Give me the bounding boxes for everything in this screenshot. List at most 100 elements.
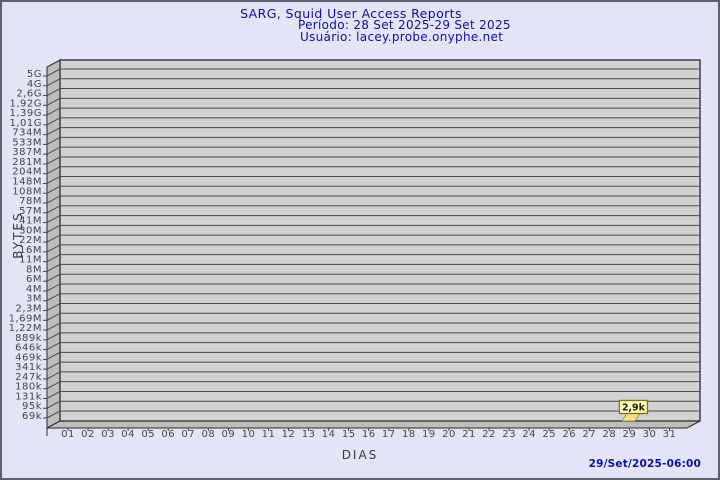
grid-line-wall <box>46 410 61 419</box>
y-tick-label: 131k <box>15 391 42 402</box>
grid-line-wall <box>46 136 61 145</box>
x-tick-label: 24 <box>522 429 536 440</box>
grid-line-wall <box>46 263 61 272</box>
grid-line-wall <box>46 68 61 77</box>
y-tick-label: 646k <box>15 343 42 354</box>
x-tick-label: 21 <box>462 429 476 440</box>
y-tick-label: 889k <box>15 333 42 344</box>
x-tick-label: 05 <box>141 429 155 440</box>
y-tick-label: 11M <box>19 255 42 266</box>
grid-line-wall <box>46 322 61 331</box>
y-tick-label: 247k <box>15 372 42 383</box>
report-user: Usuário: lacey.probe.onyphe.net <box>300 30 504 44</box>
y-tick-label: 387M <box>12 147 42 158</box>
bar-value-label: 2,9k <box>622 403 646 414</box>
grid-line-wall <box>46 273 61 282</box>
x-tick-label: 12 <box>282 429 296 440</box>
grid-line-wall <box>46 156 61 165</box>
generated-timestamp: 29/Set/2025-06:00 <box>588 458 701 470</box>
y-tick-label: 1,69M <box>9 313 42 324</box>
report-period: Período: 28 Set 2025-29 Set 2025 <box>298 18 511 32</box>
y-tick-label: 41M <box>19 216 42 227</box>
grid-line-wall <box>46 176 61 184</box>
y-tick-label: 95k <box>22 401 42 412</box>
grid-line-wall <box>46 371 61 380</box>
x-tick-label: 27 <box>582 429 596 440</box>
y-tick-label: 78M <box>19 196 42 207</box>
x-axis-title: DIAS <box>341 448 379 462</box>
y-tick-label: 3M <box>26 294 42 305</box>
x-tick-label: 11 <box>262 429 276 440</box>
y-tick-label: 57M <box>19 206 42 217</box>
x-tick-label: 13 <box>302 429 316 440</box>
grid-line-wall <box>46 381 61 390</box>
y-tick-label: 281M <box>12 157 42 168</box>
grid-line-wall <box>46 234 61 243</box>
x-tick-label: 10 <box>242 429 256 440</box>
grid-line-wall <box>46 185 61 194</box>
x-tick-label: 14 <box>322 429 336 440</box>
x-tick-label: 30 <box>643 429 657 440</box>
grid-line-wall <box>46 351 61 360</box>
grid-line-wall <box>46 391 61 399</box>
y-tick-label: 30M <box>19 225 42 236</box>
grid-line-wall <box>46 332 61 341</box>
x-tick-label: 06 <box>161 429 175 440</box>
x-tick-label: 03 <box>101 429 115 440</box>
y-tick-label: 2,6G <box>16 89 42 100</box>
grid-line-wall <box>46 400 61 409</box>
x-tick-label: 07 <box>181 429 195 440</box>
x-tick-label: 31 <box>663 429 677 440</box>
grid-line-wall <box>46 205 61 214</box>
y-tick-label: 533M <box>12 137 42 148</box>
grid-line-wall <box>46 303 61 311</box>
y-tick-label: 8M <box>26 264 42 275</box>
y-tick-label: 108M <box>12 186 42 197</box>
x-tick-label: 16 <box>362 429 376 440</box>
grid-line-wall <box>46 283 61 292</box>
x-tick-label: 08 <box>201 429 215 440</box>
x-tick-label: 22 <box>482 429 496 440</box>
y-tick-label: 204M <box>12 167 42 178</box>
x-tick-label: 28 <box>602 429 616 440</box>
y-tick-label: 4M <box>26 284 42 295</box>
grid-line-wall <box>46 244 61 253</box>
bar-value-tooltip <box>618 399 649 415</box>
x-tick-label: 20 <box>442 429 456 440</box>
plot-floor <box>46 420 701 429</box>
x-tick-label: 19 <box>422 429 436 440</box>
grid-line-wall <box>46 312 61 321</box>
x-tick-label: 01 <box>61 429 75 440</box>
y-tick-label: 734M <box>12 128 42 139</box>
grid-line-wall <box>46 215 61 224</box>
grid-line-wall <box>46 195 61 204</box>
grid-line-wall <box>46 88 61 96</box>
x-tick-label: 15 <box>342 429 356 440</box>
x-tick-label: 26 <box>562 429 576 440</box>
y-tick-label: 6M <box>26 274 42 285</box>
y-tick-label: 4G <box>27 79 42 90</box>
grid-line-wall <box>46 361 61 370</box>
grid-line-wall <box>46 224 61 233</box>
x-tick-label: 09 <box>222 429 236 440</box>
x-tick-label: 29 <box>623 429 637 440</box>
y-tick-label: 2,3M <box>15 304 42 315</box>
grid-line-wall <box>46 78 61 87</box>
y-tick-label: 1,22M <box>9 323 42 334</box>
report-title: SARG, Squid User Access Reports <box>240 6 462 21</box>
y-tick-label: 1,92G <box>9 98 42 109</box>
grid-line-wall <box>46 254 61 263</box>
y-tick-label: 22M <box>19 235 42 246</box>
x-tick-label: 04 <box>121 429 135 440</box>
y-tick-label: 1,39G <box>9 108 42 119</box>
x-tick-label: 18 <box>402 429 416 440</box>
y-tick-label: 1,01G <box>9 118 42 129</box>
grid-line-wall <box>46 97 61 106</box>
grid-line-wall <box>46 293 61 302</box>
x-tick-label: 02 <box>81 429 95 440</box>
y-tick-label: 16M <box>19 245 42 256</box>
y-tick-label: 469k <box>15 352 42 363</box>
grid-line-wall <box>46 117 61 126</box>
y-tick-label: 5G <box>27 69 42 80</box>
